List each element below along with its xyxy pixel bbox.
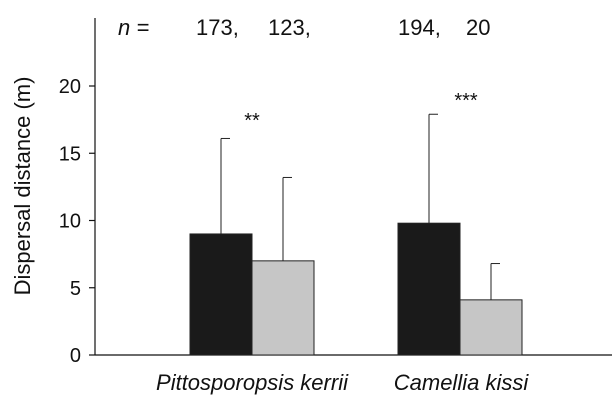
y-tick-label: 5 [70,278,81,300]
bar [397,222,461,356]
y-axis-label: Dispersal distance (m) [10,77,35,296]
y-tick-label: 15 [59,143,81,165]
y-tick-label: 0 [70,345,81,367]
category-label-camellia: Camellia kissi [394,370,530,395]
error-bars [220,113,500,300]
category-label-pittosporopsis: Pittosporopsis kerrii [156,370,349,395]
n-value-2: 123, [268,15,311,40]
n-value-4: 20 [466,15,490,40]
bar [251,260,315,356]
significance-marker-1: ** [244,110,260,132]
y-tick-label: 20 [59,76,81,98]
y-tick-label: 10 [59,211,81,233]
n-value-3: 194, [398,15,441,40]
bar [189,233,253,356]
bar [459,299,523,356]
bars [189,222,523,356]
significance-marker-2: *** [454,90,478,112]
n-label: n = [118,15,149,40]
y-ticks: 0 5 10 15 20 [59,76,95,367]
n-value-1: 173, [196,15,239,40]
